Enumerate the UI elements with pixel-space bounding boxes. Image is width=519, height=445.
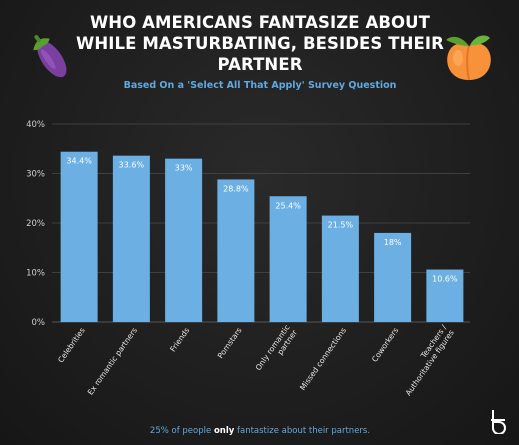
y-tick-label: 30% bbox=[26, 170, 45, 180]
y-tick-label: 20% bbox=[26, 219, 45, 229]
x-tick-label: Friends bbox=[168, 326, 191, 354]
bar-value-label: 18% bbox=[384, 238, 402, 247]
y-tick-label: 0% bbox=[32, 318, 46, 328]
footnote: 25% of people only fantastize about thei… bbox=[60, 426, 460, 436]
bar bbox=[321, 215, 359, 322]
bars bbox=[60, 151, 464, 322]
y-tick-label: 40% bbox=[26, 120, 45, 130]
bar bbox=[374, 232, 412, 322]
bar-value-label: 33.6% bbox=[119, 161, 145, 170]
bar bbox=[60, 151, 98, 322]
bar-value-label: 21.5% bbox=[328, 221, 354, 230]
bar-value-label: 34.4% bbox=[66, 157, 92, 166]
y-tick-label: 10% bbox=[26, 269, 45, 279]
bar bbox=[217, 179, 255, 322]
bar bbox=[269, 196, 307, 322]
x-tick-label: Ex romantic partners bbox=[86, 326, 139, 397]
bar bbox=[112, 155, 150, 322]
x-tick-label: Only romanticpartner bbox=[254, 322, 300, 377]
footnote-emphasis: only bbox=[213, 426, 235, 436]
eggplant-emoji bbox=[33, 34, 67, 78]
footnote-text-after: fantastize about their partners. bbox=[234, 426, 371, 436]
bar bbox=[165, 158, 203, 322]
x-tick-label: Celebrities bbox=[56, 326, 87, 364]
footnote-text-before: 25% of people bbox=[149, 426, 214, 436]
x-tick-label: Coworkers bbox=[370, 326, 400, 364]
x-tick-label: Missed connections bbox=[298, 326, 348, 392]
brand-logo-icon bbox=[491, 410, 506, 434]
bar-value-label: 10.6% bbox=[432, 275, 458, 284]
bar-value-label: 25.4% bbox=[275, 201, 301, 210]
peach-emoji bbox=[446, 35, 491, 81]
bar bbox=[426, 269, 464, 322]
x-tick-label: Pornstars bbox=[216, 326, 244, 360]
bar-value-label: 33% bbox=[175, 164, 193, 173]
chart-subtitle: Based On a 'Select All That Apply' Surve… bbox=[123, 80, 397, 91]
bar-value-label: 28.8% bbox=[223, 184, 249, 193]
chart-title: WHO AMERICANS FANTASIZE ABOUT WHILE MAST… bbox=[76, 13, 444, 74]
x-tick-label: Teachers /Authoritative figures bbox=[396, 323, 456, 398]
